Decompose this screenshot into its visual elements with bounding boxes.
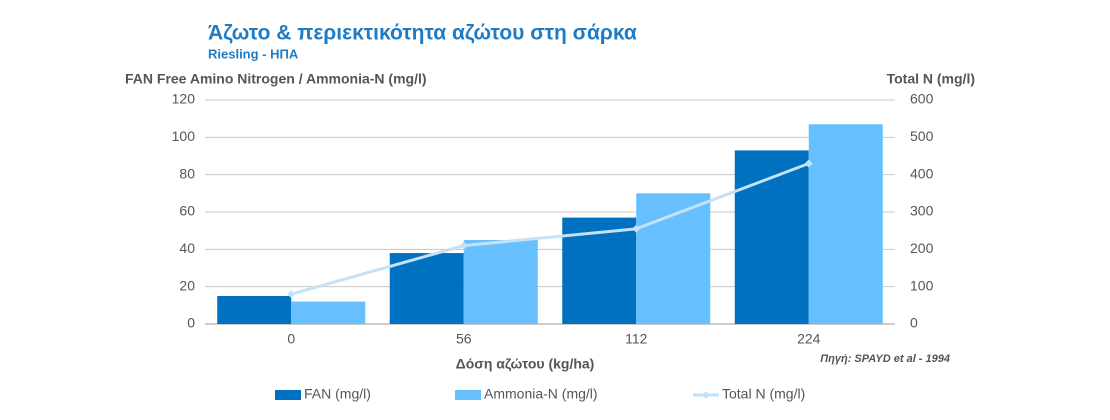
y2-tick-label: 300 [910, 203, 934, 219]
y-axis-label: FAN Free Amino Nitrogen / Ammonia-N (mg/… [125, 71, 427, 87]
legend-label: FAN (mg/l) [304, 386, 371, 402]
legend-label: Total N (mg/l) [722, 386, 805, 402]
y-tick-label: 40 [179, 240, 195, 256]
bar [463, 240, 538, 324]
line-marker [632, 224, 641, 233]
legend-swatch [702, 391, 710, 399]
line-marker [459, 241, 468, 250]
bar [217, 296, 292, 324]
source-note: Πηγή: SPAYD et al - 1994 [820, 353, 950, 365]
chart-subtitle: Riesling - ΗΠΑ [208, 46, 299, 61]
bar [734, 150, 809, 324]
line [290, 162, 810, 296]
y2-tick-label: 600 [910, 91, 934, 107]
y2-axis-label: Total N (mg/l) [887, 71, 975, 87]
bar [291, 301, 366, 324]
y-tick-label: 60 [179, 203, 195, 219]
y-tick-label: 0 [187, 315, 195, 331]
legend-swatch [275, 390, 301, 400]
y-tick-label: 80 [179, 165, 195, 181]
y2-tick-label: 200 [910, 240, 934, 256]
y2-tick-label: 0 [910, 315, 918, 331]
bar [808, 124, 883, 325]
legend-label: Ammonia-N (mg/l) [484, 386, 598, 402]
x-tick-label: 224 [797, 331, 821, 347]
y-tick-label: 120 [172, 91, 196, 107]
y2-tick-label: 400 [910, 165, 934, 181]
y-tick-label: 100 [172, 128, 196, 144]
line-marker [287, 290, 296, 299]
y2-tick-label: 100 [910, 277, 934, 293]
x-axis-label: Δόση αζώτου (kg/ha) [456, 356, 595, 372]
x-tick-label: 0 [287, 331, 295, 347]
bar [636, 193, 711, 324]
bar [389, 253, 464, 324]
y-tick-label: 20 [179, 277, 195, 293]
legend-swatch [455, 390, 481, 400]
line-marker [804, 159, 813, 168]
chart-title: Άζωτο & περιεκτικότητα αζώτου στη σάρκα [208, 22, 637, 45]
x-tick-label: 112 [625, 331, 648, 347]
x-tick-label: 56 [456, 331, 472, 347]
y2-tick-label: 500 [910, 128, 934, 144]
